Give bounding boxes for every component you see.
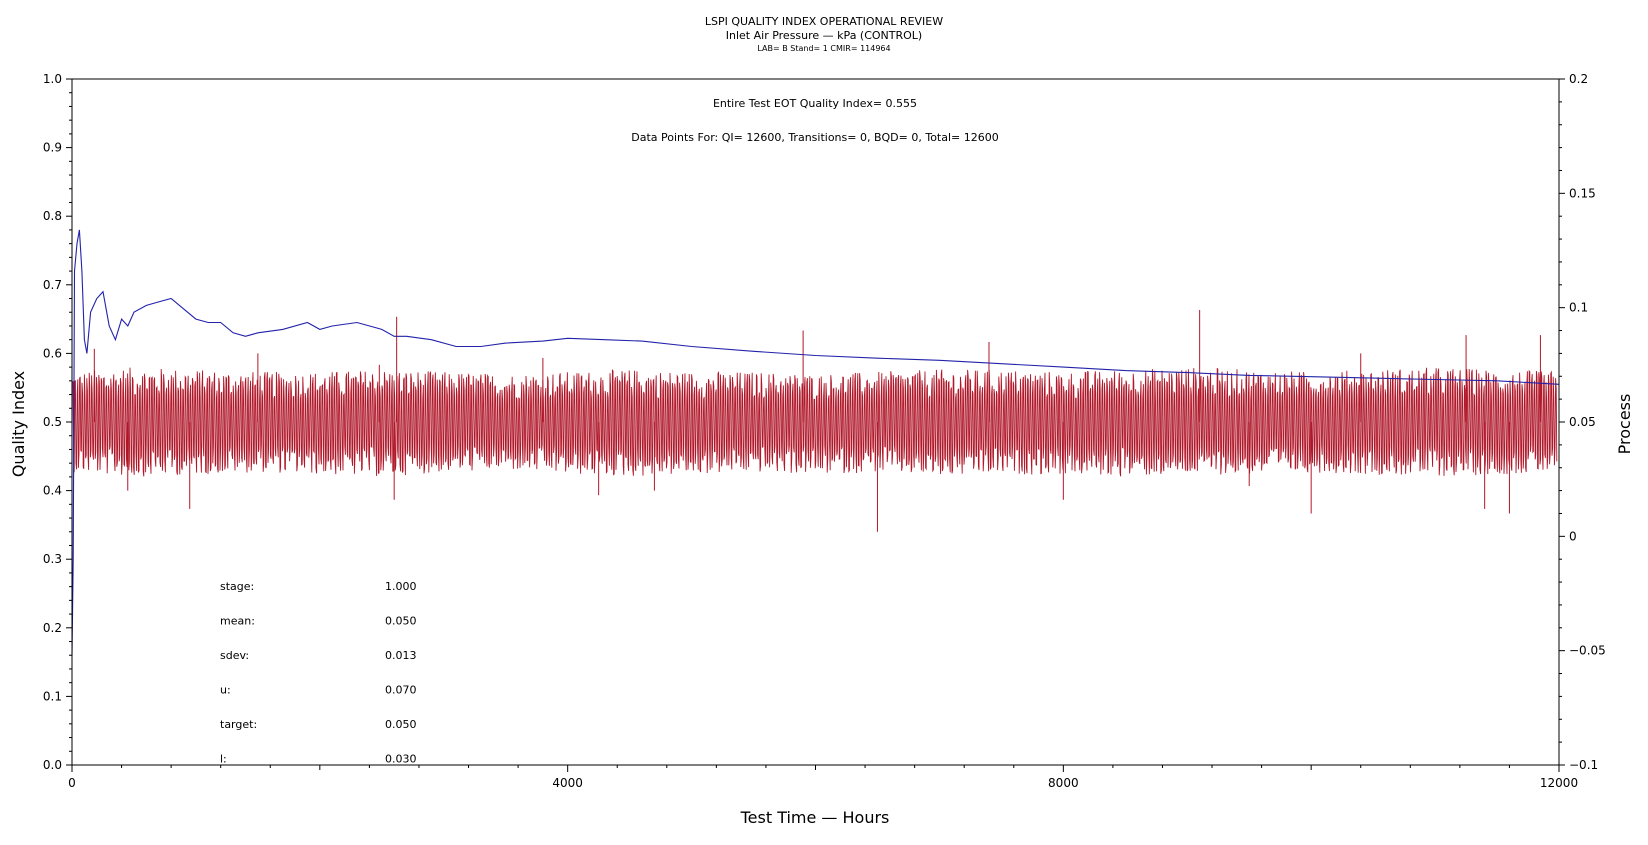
x-tick-label: 4000	[552, 776, 583, 790]
plot-area	[71, 229, 1560, 656]
y-left-tick-label: 0.6	[43, 346, 62, 360]
y-left-tick-label: 1.0	[43, 72, 62, 86]
y-left-tick-label: 0.0	[43, 758, 62, 772]
annotation-data-points: Data Points For: QI= 12600, Transitions=…	[631, 131, 999, 144]
x-tick-label: 8000	[1048, 776, 1079, 790]
quality-index-line	[71, 229, 1560, 656]
y-left-tick-label: 0.4	[43, 484, 62, 498]
y-right-tick-label: −0.05	[1569, 644, 1606, 658]
stat-label: target:	[220, 718, 257, 731]
y-right-tick-label: 0	[1569, 529, 1577, 543]
y-right-tick-label: 0.15	[1569, 186, 1596, 200]
stat-value: 0.013	[385, 649, 417, 662]
stat-label: l:	[220, 753, 227, 766]
y-left-tick-label: 0.5	[43, 415, 62, 429]
annotation-quality-index: Entire Test EOT Quality Index= 0.555	[713, 97, 917, 110]
stat-label: mean:	[220, 615, 255, 628]
process-series-line	[72, 367, 1558, 477]
y-left-tick-label: 0.2	[43, 621, 62, 635]
x-tick-label: 12000	[1540, 776, 1578, 790]
y-axis-label-right: Process	[1615, 394, 1634, 455]
y-right-tick-label: 0.2	[1569, 72, 1588, 86]
y-left-tick-label: 0.8	[43, 209, 62, 223]
stat-value: 0.070	[385, 684, 417, 697]
chart-subtitle-secondary: LAB= B Stand= 1 CMIR= 114964	[757, 44, 890, 53]
stat-label: sdev:	[220, 649, 249, 662]
axes: 0.0 0.1 0.2 0.3 0.4 0.5 0.6 0.7 0.8 0.9 1.0 −0.1 −0.…	[43, 72, 1606, 790]
stats-table: stage: 1.000 mean: 0.050 sdev: 0.013 u: 0.070 ta…	[220, 580, 417, 766]
x-tick-label: 0	[68, 776, 76, 790]
chart-subtitle: Inlet Air Pressure — kPa (CONTROL)	[726, 29, 922, 42]
y-right-tick-label: 0.1	[1569, 301, 1588, 315]
y-left-tick-label: 0.9	[43, 141, 62, 155]
y-left-tick-label: 0.3	[43, 552, 62, 566]
y-axis-label-left: Quality Index	[9, 371, 28, 477]
y-left-tick-label: 0.7	[43, 278, 62, 292]
stat-value: 0.030	[385, 753, 417, 766]
stat-label: stage:	[220, 580, 254, 593]
x-axis-label: Test Time — Hours	[740, 808, 890, 827]
stat-label: u:	[220, 684, 231, 697]
stat-value: 1.000	[385, 580, 417, 593]
chart-title: LSPI QUALITY INDEX OPERATIONAL REVIEW	[705, 15, 943, 28]
y-left-tick-label: 0.1	[43, 689, 62, 703]
y-right-tick-label: −0.1	[1569, 758, 1598, 772]
y-right-tick-label: 0.05	[1569, 415, 1596, 429]
stat-value: 0.050	[385, 718, 417, 731]
stat-value: 0.050	[385, 615, 417, 628]
